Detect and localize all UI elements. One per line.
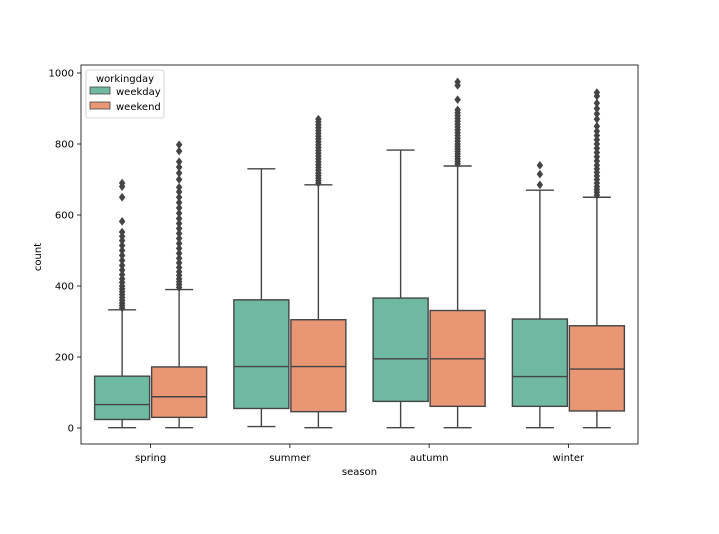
x-tick-label-winter: winter [553, 453, 585, 464]
box-iqr [93, 375, 151, 421]
outlier-point [175, 248, 183, 258]
outlier-point [175, 263, 183, 272]
outlier-point [315, 114, 322, 124]
box-iqr [150, 366, 208, 419]
outlier-point [118, 178, 126, 188]
outlier-point [593, 109, 601, 119]
outlier-point [175, 243, 183, 253]
outlier-point [118, 256, 126, 265]
box-autumn-weekday [372, 149, 429, 429]
outlier-point [118, 227, 126, 237]
outlier-point [118, 246, 126, 255]
y-tick-label: 0 [68, 424, 74, 435]
box-autumn-weekend [429, 77, 486, 429]
outlier-point [175, 187, 183, 197]
outlier-point [593, 121, 601, 131]
outlier-point [175, 234, 183, 243]
outlier-point [593, 114, 601, 124]
box-spring-weekend [150, 140, 208, 429]
outlier-point [175, 157, 183, 167]
outlier-point [536, 180, 544, 190]
outlier-point [175, 168, 183, 178]
box-summer-weekday [233, 168, 290, 428]
y-tick-label: 600 [55, 211, 74, 222]
box-iqr [372, 297, 429, 403]
y-tick-label: 400 [55, 282, 74, 293]
outlier-point [536, 160, 544, 170]
y-axis: 0 200 400 600 800 1000 [49, 69, 81, 435]
outlier-point [118, 270, 126, 280]
legend-swatch-weekday [89, 86, 111, 95]
box-winter-weekday [511, 160, 569, 429]
box-iqr [568, 325, 626, 412]
outlier-point [593, 88, 601, 97]
outlier-point [175, 238, 183, 248]
outlier-point [175, 162, 183, 172]
outlier-point [118, 192, 126, 202]
outlier-point [118, 260, 126, 270]
box-iqr [233, 299, 290, 410]
outlier-point [175, 219, 183, 228]
outlier-point [175, 198, 183, 207]
x-axis-label: season [342, 467, 377, 478]
outlier-point [536, 169, 544, 179]
outlier-point [175, 229, 183, 238]
outlier-point [454, 95, 461, 105]
outlier-point [175, 258, 183, 268]
outlier-point [593, 104, 601, 113]
outlier-point [175, 182, 183, 192]
outlier-point [175, 208, 183, 218]
box-iqr [511, 318, 569, 408]
outlier-point [175, 224, 183, 233]
outlier-point [118, 265, 126, 275]
outlier-point [593, 98, 601, 108]
outlier-point [118, 251, 126, 260]
outlier-point [118, 241, 126, 250]
legend-title: workingday [96, 74, 154, 85]
x-axis: spring summer autumn winter [135, 444, 585, 464]
box-spring-weekday [93, 178, 151, 429]
outlier-point [454, 77, 461, 87]
boxes-layer [93, 77, 626, 429]
outlier-point [175, 146, 183, 156]
outlier-point [118, 216, 126, 226]
legend: workingday weekday weekend [85, 69, 165, 119]
plot-frame [80, 64, 639, 445]
box-summer-weekend [290, 114, 347, 429]
outlier-point [175, 253, 183, 263]
legend-swatch-weekend [89, 101, 111, 110]
box-iqr [290, 319, 347, 413]
y-tick-label: 1000 [49, 69, 74, 80]
y-tick-label: 200 [55, 353, 74, 364]
outlier-point [454, 105, 461, 115]
x-tick-label-spring: spring [135, 453, 166, 464]
outlier-point [175, 214, 183, 223]
outlier-point [175, 140, 183, 150]
legend-label-weekday: weekday [116, 87, 161, 98]
outlier-point [175, 175, 183, 184]
outlier-point [175, 192, 183, 202]
outlier-point [593, 126, 601, 136]
x-tick-label-autumn: autumn [410, 453, 449, 464]
legend-label-weekend: weekend [116, 102, 161, 113]
x-tick-label-summer: summer [269, 453, 311, 464]
box-winter-weekend [568, 88, 626, 429]
y-axis-label: count [33, 243, 44, 271]
y-tick-label: 800 [55, 140, 74, 151]
outlier-point [175, 203, 183, 213]
